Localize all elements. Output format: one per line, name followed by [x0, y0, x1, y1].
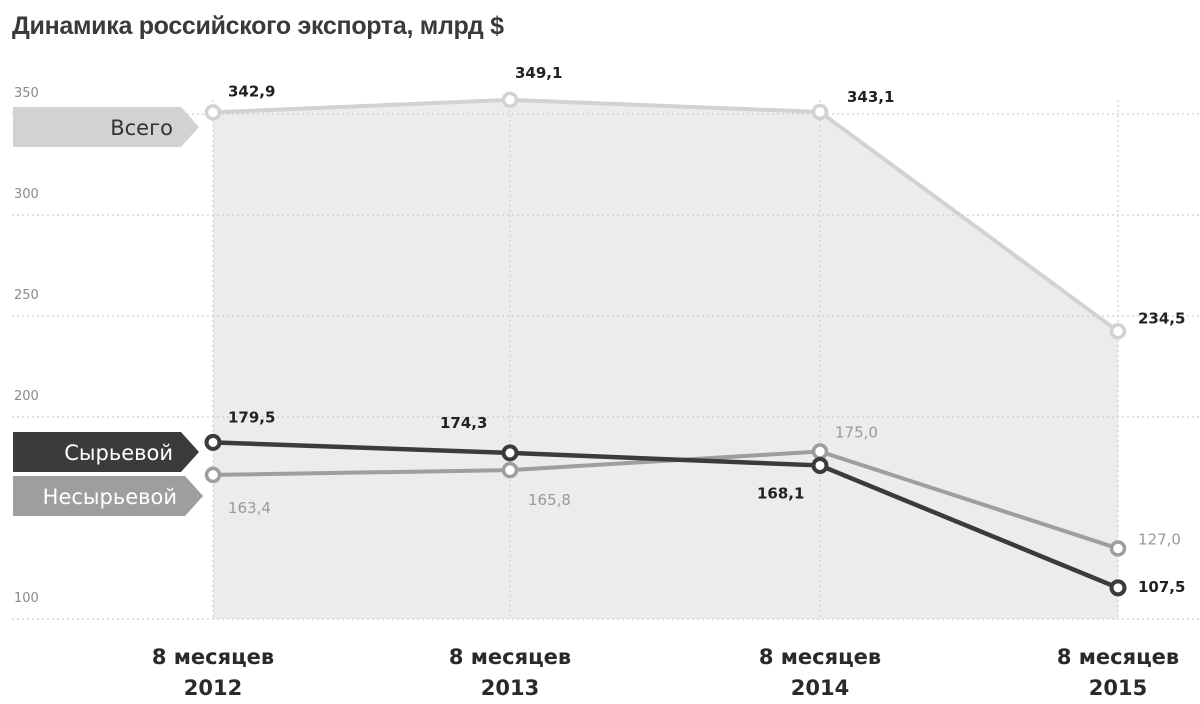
data-point-marker [1109, 540, 1127, 557]
data-point-marker [501, 91, 519, 109]
data-point-marker [811, 443, 829, 460]
x-tick-label: 2015 [1089, 676, 1147, 700]
data-label: 234,5 [1138, 309, 1185, 327]
data-label: 165,8 [528, 491, 571, 509]
data-point-marker [501, 461, 519, 479]
data-label: 179,5 [228, 408, 275, 426]
data-point-marker [811, 456, 829, 474]
data-point-marker [501, 444, 519, 462]
data-label: 127,0 [1138, 530, 1181, 548]
total-area-fill [213, 99, 1118, 620]
chart-title: Динамика российского экспорта, млрд $ [12, 12, 504, 40]
data-point-marker [1109, 579, 1127, 597]
data-label: 343,1 [847, 88, 894, 106]
y-tick-label: 250 [14, 288, 39, 303]
data-label: 174,3 [440, 414, 487, 432]
y-tick-label: 100 [14, 591, 39, 606]
data-point-marker [204, 466, 222, 484]
legend-tag-2 [13, 476, 203, 516]
series-line-1 [212, 440, 1119, 590]
data-label: 107,5 [1138, 578, 1185, 596]
x-tick-label: 8 месяцев [152, 645, 274, 669]
x-tick-label: 2013 [481, 676, 539, 700]
legend-tag-0 [13, 107, 199, 147]
x-tick-label: 8 месяцев [759, 645, 881, 669]
data-point-marker [204, 104, 222, 121]
y-tick-label: 200 [14, 389, 39, 404]
data-label: 168,1 [757, 484, 804, 502]
legend-label: Сырьевой [64, 441, 173, 465]
data-label: 175,0 [835, 424, 878, 442]
data-label: 163,4 [228, 499, 271, 517]
x-tick-label: 8 месяцев [1057, 645, 1179, 669]
x-tick-label: 2014 [791, 676, 849, 700]
legend-tag-1 [13, 432, 199, 472]
data-label: 342,9 [228, 82, 275, 100]
data-point-marker [204, 433, 222, 451]
y-tick-label: 300 [14, 187, 39, 202]
x-tick-label: 8 месяцев [449, 645, 571, 669]
data-point-marker [811, 103, 829, 121]
data-point-marker [1109, 323, 1127, 340]
x-tick-label: 2012 [184, 676, 242, 700]
legend-label: Несырьевой [43, 485, 177, 509]
y-tick-label: 350 [14, 86, 39, 101]
legend-label: Всего [110, 116, 173, 140]
series-line-0 [212, 97, 1120, 333]
data-label: 349,1 [515, 64, 562, 82]
